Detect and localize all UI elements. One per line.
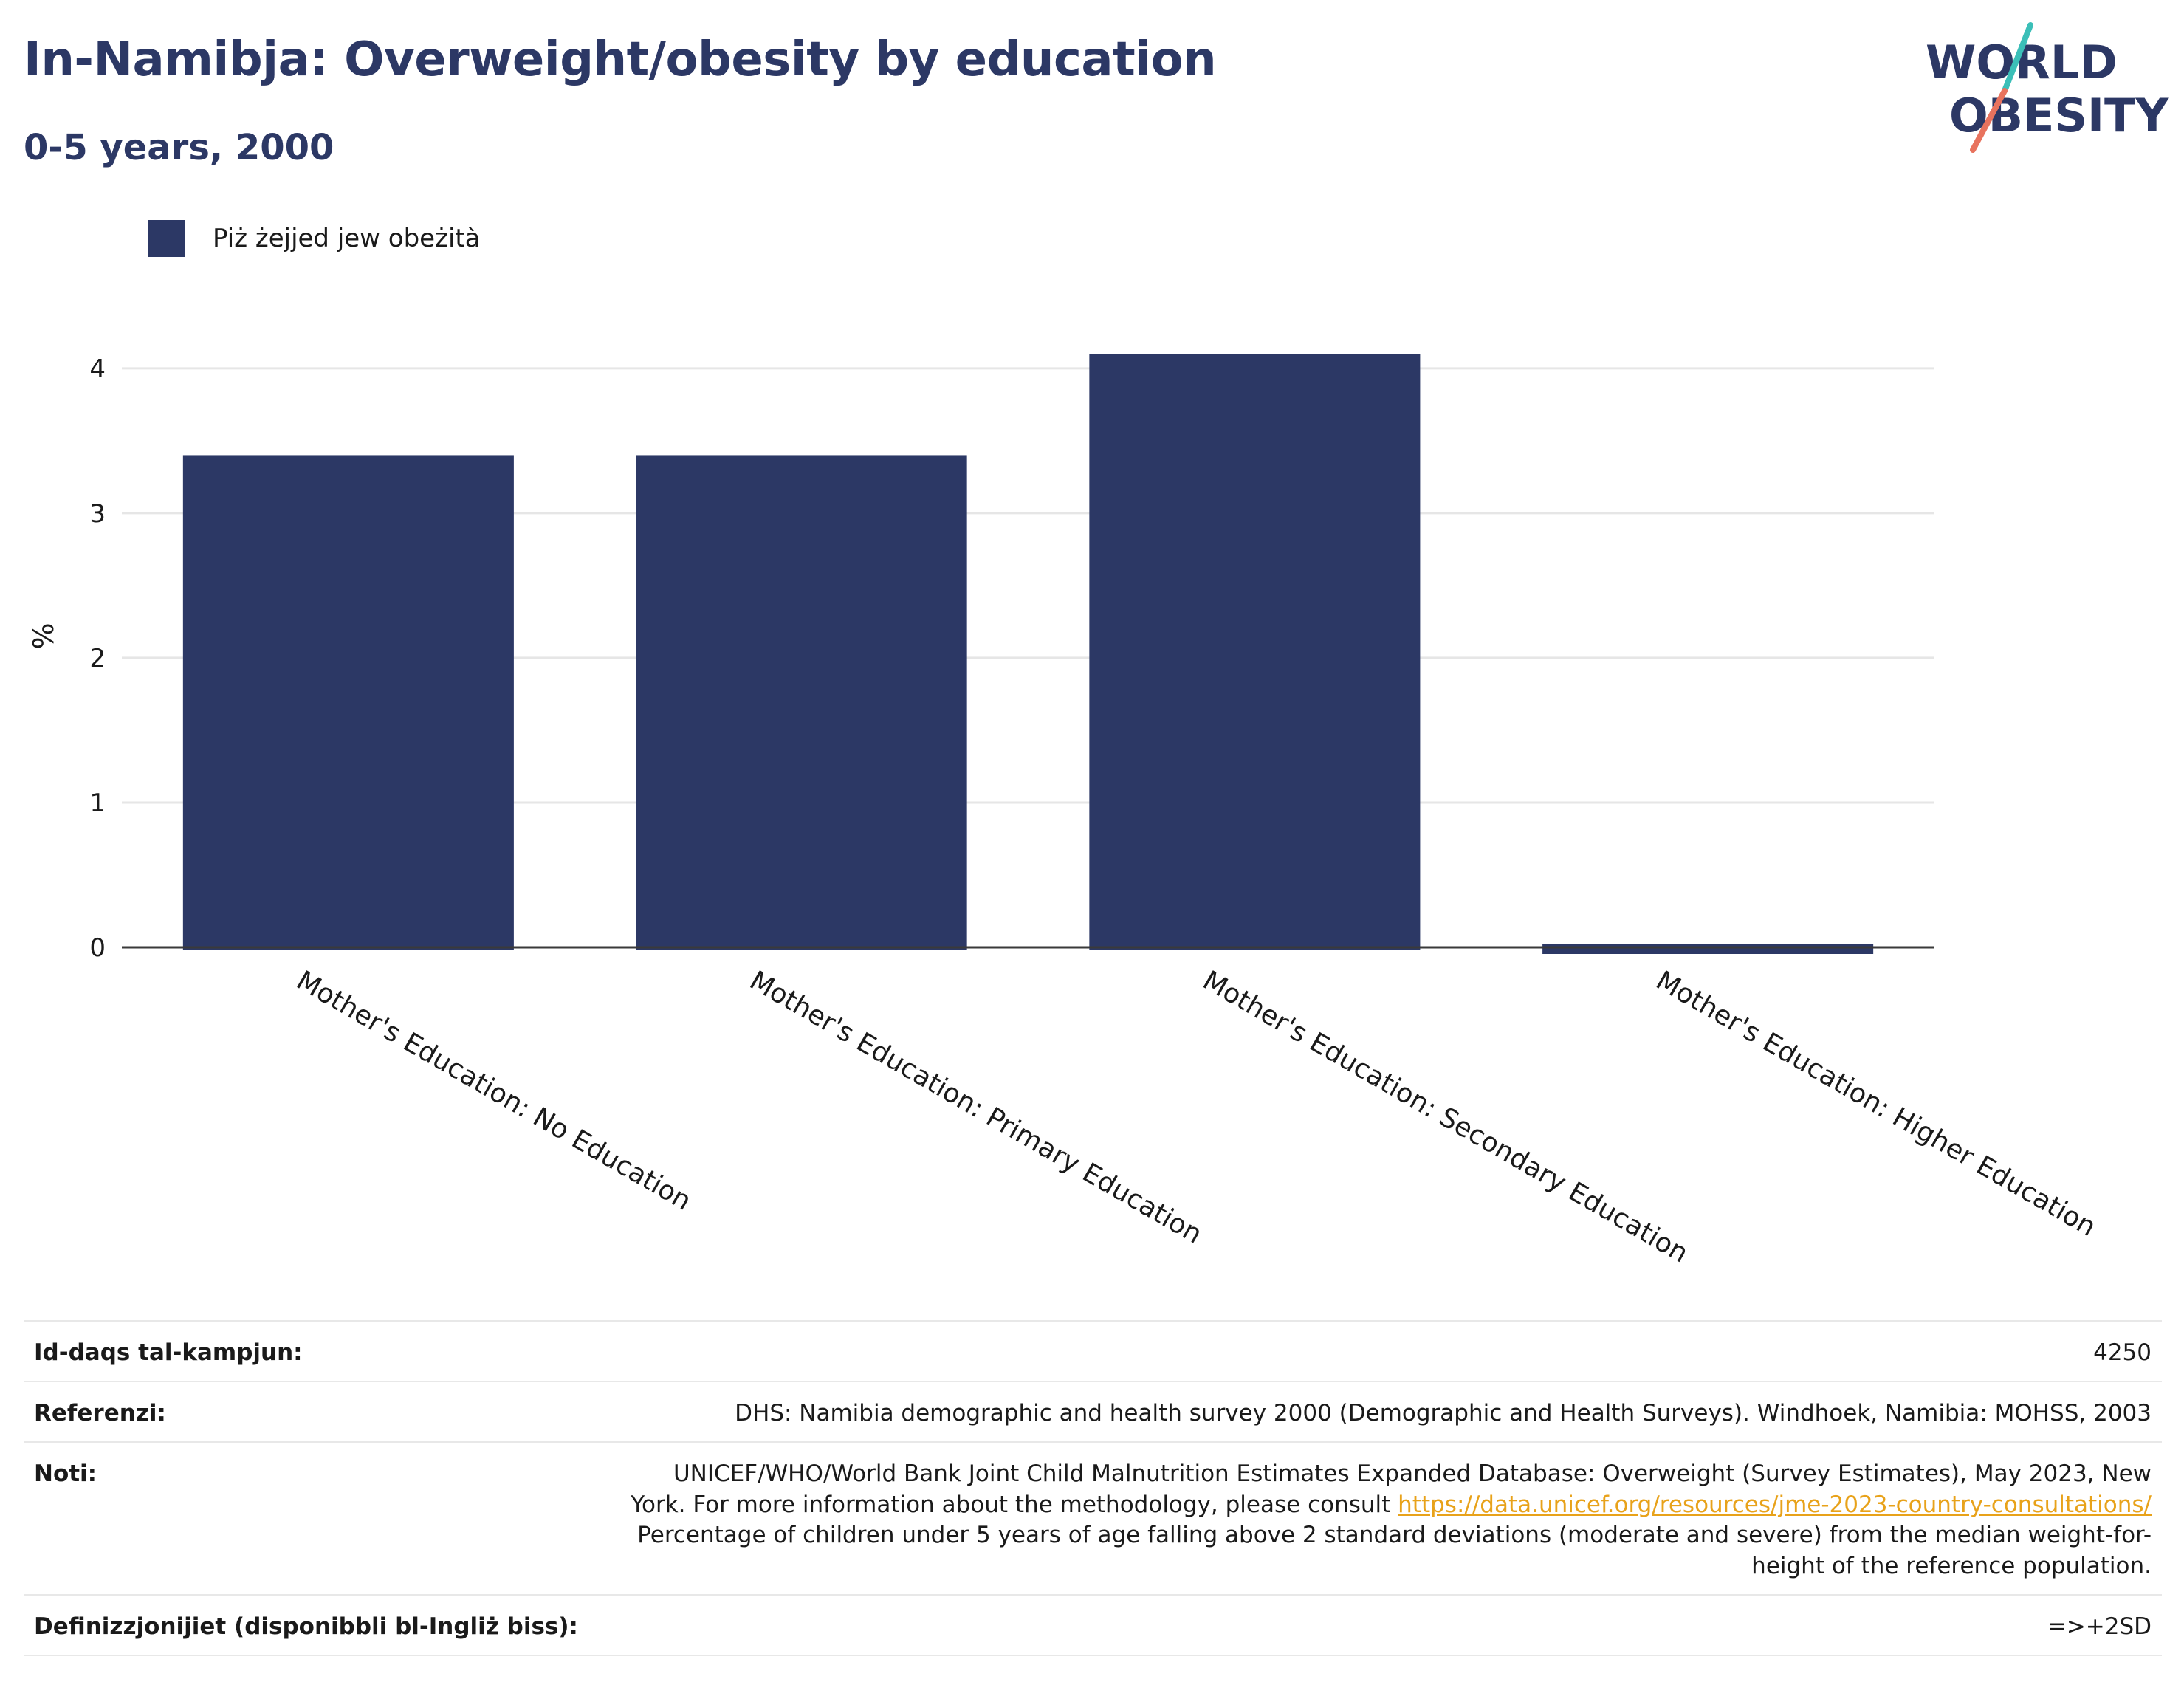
definitions-value: =>+2SD (2047, 1613, 2152, 1641)
x-tick-label: Mother's Education: Primary Education (744, 965, 1206, 1249)
x-tick-label: Mother's Education: Higher Education (1651, 965, 2101, 1243)
notes-label: Noti: (34, 1460, 97, 1487)
bar (1089, 354, 1421, 950)
x-tick-label: Mother's Education: No Education (292, 965, 696, 1216)
notes-line-4: height of the reference population. (1751, 1553, 2152, 1580)
bar (182, 455, 514, 950)
world-obesity-logo: WORLD OBESITY (1926, 22, 2169, 153)
chart-title: In-Namibja: Overweight/obesity by educat… (24, 32, 1217, 87)
logo-slash-teal (2002, 22, 2033, 94)
notes-line-3: Percentage of children under 5 years of … (637, 1522, 2152, 1549)
notes-line-2: York. For more information about the met… (126, 1490, 2152, 1521)
y-tick-label: 0 (89, 933, 106, 963)
y-tick-label: 3 (89, 499, 106, 529)
info-row-sample-size: Id-daqs tal-kampjun: 4250 (24, 1320, 2162, 1381)
y-axis-title: % (27, 622, 60, 649)
y-tick-label: 4 (89, 354, 106, 384)
notes-line-2-text: York. For more information about the met… (631, 1491, 1398, 1518)
sample-size-label: Id-daqs tal-kampjun: (34, 1339, 303, 1366)
definitions-label: Definizzjonijiet (disponibbli bl-Ingliż … (34, 1613, 578, 1641)
logo-text-obesity: OBESITY (1949, 89, 2169, 143)
references-label: Referenzi: (34, 1399, 166, 1427)
legend-swatch (148, 220, 185, 257)
y-tick-label: 1 (89, 789, 106, 818)
references-value: DHS: Namibia demographic and health surv… (735, 1399, 2152, 1427)
chart-subtitle: 0-5 years, 2000 (24, 127, 334, 168)
notes-line-1: UNICEF/WHO/World Bank Joint Child Malnut… (673, 1460, 2152, 1487)
y-tick-label: 2 (89, 644, 106, 673)
x-tick-label: Mother's Education: Secondary Education (1198, 965, 1693, 1268)
info-row-references: Referenzi: DHS: Namibia demographic and … (24, 1380, 2162, 1441)
info-row-definitions: Definizzjonijiet (disponibbli bl-Ingliż … (24, 1594, 2162, 1656)
bar (1542, 944, 1874, 954)
sample-size-value: 4250 (2093, 1339, 2152, 1366)
methodology-link[interactable]: https://data.unicef.org/resources/jme-20… (1398, 1491, 2152, 1518)
info-table: Id-daqs tal-kampjun: 4250 Referenzi: DHS… (24, 1320, 2162, 1656)
legend[interactable]: Piż żejjed jew obeżità (148, 220, 481, 257)
info-row-notes: Noti: UNICEF/WHO/World Bank Joint Child … (24, 1441, 2162, 1594)
bar (636, 455, 967, 950)
legend-label: Piż żejjed jew obeżità (213, 224, 481, 253)
logo-slash-coral (1970, 88, 2008, 153)
notes-value: UNICEF/WHO/World Bank Joint Child Malnut… (126, 1459, 2152, 1582)
